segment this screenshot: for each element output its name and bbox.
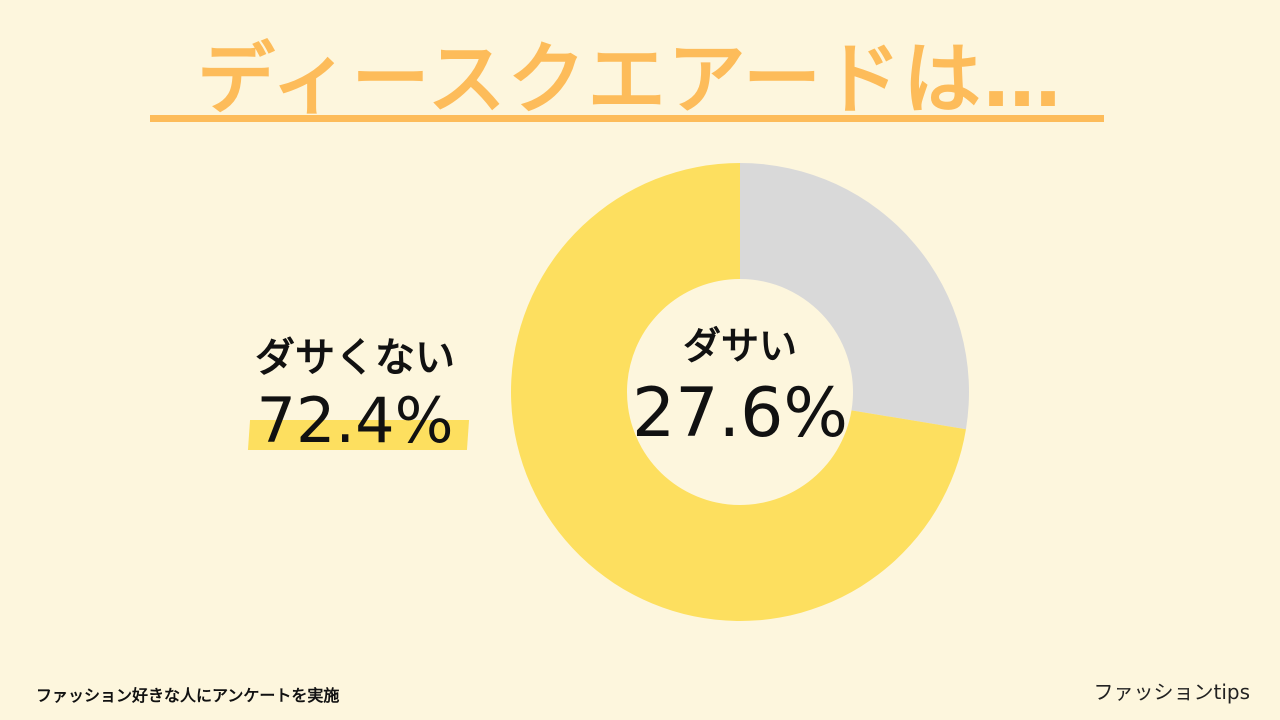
slice-name-dasakunai: ダサくない — [255, 335, 455, 381]
chart-title: ディースクエアードは… — [197, 35, 1063, 125]
slice-label-dasakunai: ダサくない 72.4% — [230, 330, 480, 456]
slice-name-dasai: ダサい — [682, 324, 797, 368]
donut-slice-1 — [511, 163, 966, 621]
slice-value-wrap-dasakunai: 72.4% — [247, 384, 469, 457]
slice-value-dasakunai: 72.4% — [256, 384, 454, 457]
donut-slice-0 — [740, 163, 970, 430]
slice-value-dasai: 27.6% — [631, 374, 849, 453]
brand-name: ファッションtips — [1093, 680, 1250, 704]
title-underline — [150, 115, 1104, 122]
survey-footnote: ファッション好きな人にアンケートを実施 — [36, 686, 340, 705]
slice-label-dasai: ダサい 27.6% — [620, 318, 860, 454]
